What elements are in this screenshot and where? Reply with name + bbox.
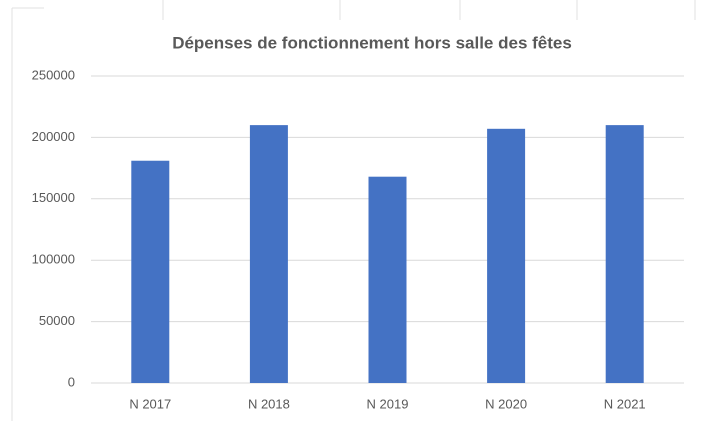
chart-title: Dépenses de fonctionnement hors salle de… [172,33,572,52]
bar [249,125,288,384]
bar [368,176,407,383]
y-tick-label: 250000 [32,67,75,82]
x-tick-label: N 2019 [367,396,409,411]
y-tick-label: 150000 [32,190,75,205]
y-tick-label: 50000 [39,313,75,328]
x-tick-label: N 2021 [604,396,646,411]
y-tick-label: 0 [68,374,75,389]
bar [131,160,170,383]
sheet-decoration [11,0,696,421]
x-tick-label: N 2017 [129,396,171,411]
x-tick-label: N 2018 [248,396,290,411]
x-tick-label: N 2020 [485,396,527,411]
bar [605,125,644,384]
bar [487,128,526,383]
y-tick-label: 100000 [32,252,75,267]
y-tick-label: 200000 [32,129,75,144]
